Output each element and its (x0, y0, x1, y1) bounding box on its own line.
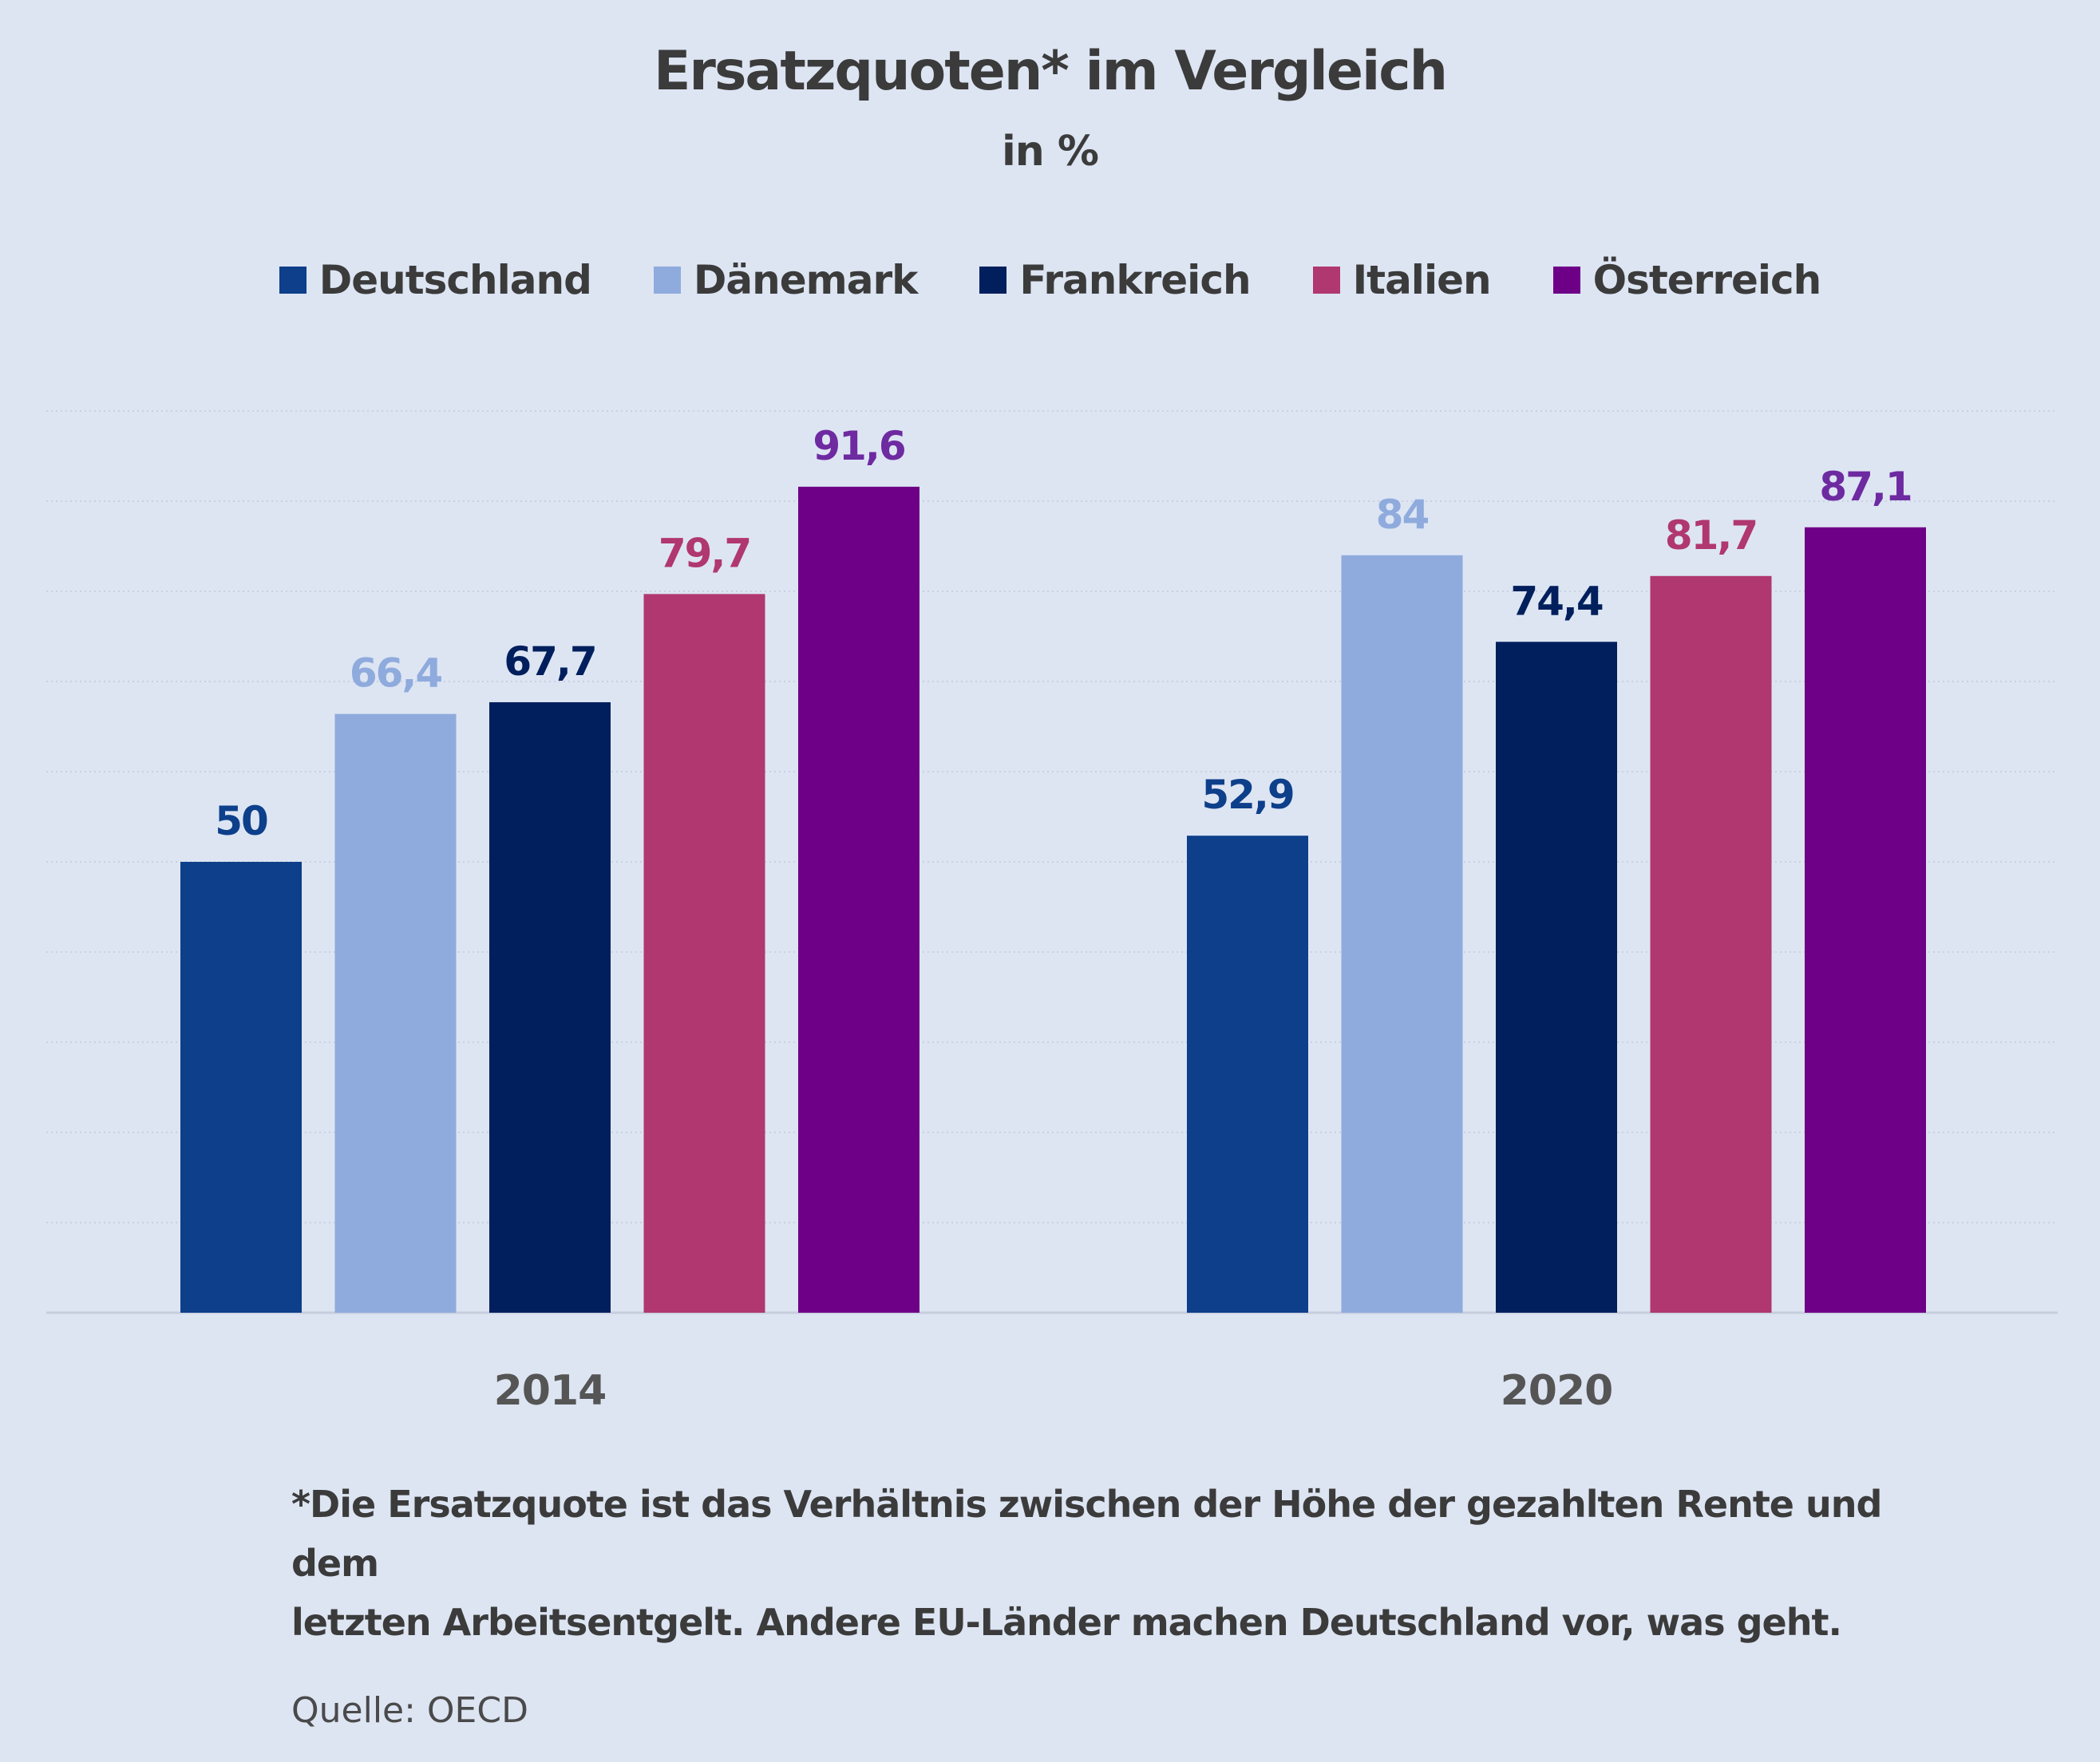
data-label: 79,7 (658, 530, 750, 576)
bar-deutschland (1187, 836, 1308, 1313)
bar-dänemark (1341, 555, 1463, 1313)
legend-swatch (1552, 267, 1580, 294)
bar-österreich (798, 486, 919, 1314)
data-label: 50 (215, 798, 267, 844)
legend-swatch (979, 267, 1007, 294)
chart-subtitle: in % (1001, 128, 1099, 176)
legend-item-daenemark: Dänemark (653, 257, 919, 303)
legend-item-frankreich: Frankreich (979, 257, 1252, 303)
footnote: *Die Ersatzquote ist das Verhältnis zwis… (291, 1475, 1888, 1652)
bar-österreich (1805, 527, 1926, 1313)
x-tick-label: 2014 (494, 1367, 607, 1415)
footnote-line: *Die Ersatzquote ist das Verhältnis zwis… (291, 1483, 1882, 1585)
data-label: 67,7 (504, 638, 595, 685)
footnote-line: letzten Arbeitsentgelt. Andere EU-Länder… (291, 1601, 1842, 1644)
legend-item-deutschland: Deutschland (279, 257, 592, 303)
legend-label: Österreich (1592, 257, 1822, 303)
x-tick-label: 2020 (1501, 1367, 1613, 1415)
data-label: 74,4 (1510, 578, 1603, 624)
legend-swatch (279, 267, 306, 294)
bar-deutschland (180, 862, 302, 1313)
data-label: 91,6 (813, 423, 905, 469)
source-note: Quelle: OECD (291, 1690, 528, 1731)
data-label: 66,4 (350, 650, 442, 697)
bar-italien (1650, 575, 1772, 1313)
bar-italien (643, 594, 765, 1313)
chart-title: Ersatzquoten* im Vergleich (653, 40, 1448, 103)
legend-item-oesterreich: Österreich (1552, 257, 1822, 303)
data-label: 84 (1376, 492, 1429, 538)
legend-swatch (1312, 267, 1340, 294)
bar-frankreich (489, 701, 611, 1313)
chart-legend: Deutschland Dänemark Frankreich Italien … (0, 257, 2100, 303)
bar-frankreich (1496, 642, 1617, 1313)
legend-swatch (653, 267, 681, 294)
legend-item-italien: Italien (1312, 257, 1492, 303)
data-label: 87,1 (1819, 464, 1911, 510)
data-label: 52,9 (1201, 772, 1293, 818)
bar-dänemark (334, 713, 457, 1313)
legend-label: Deutschland (318, 257, 592, 303)
data-label: 81,7 (1665, 512, 1757, 559)
legend-label: Italien (1352, 257, 1492, 303)
legend-label: Dänemark (693, 257, 919, 303)
legend-label: Frankreich (1019, 257, 1251, 303)
